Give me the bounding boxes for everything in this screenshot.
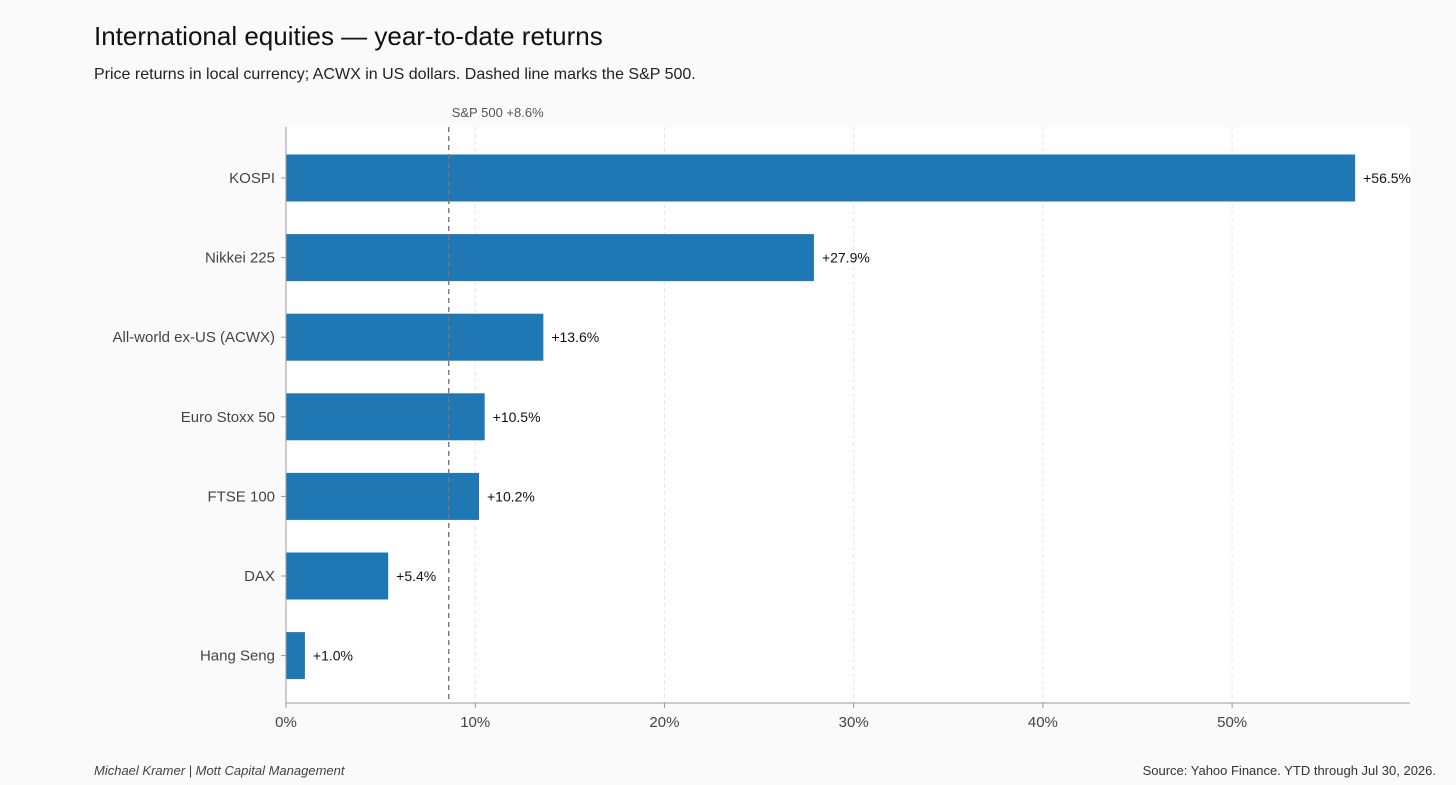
bar-all-world-ex-us-acwx xyxy=(286,313,544,361)
category-label: Euro Stoxx 50 xyxy=(181,409,275,426)
category-label: DAX xyxy=(244,568,275,585)
value-label: +27.9% xyxy=(822,250,870,266)
x-tick-label: 20% xyxy=(649,714,679,731)
x-tick-label: 30% xyxy=(839,714,869,731)
category-labels: KOSPI Nikkei 225 All-world ex-US (ACWX) Eur… xyxy=(112,170,286,665)
chart-subtitle: Price returns in local currency; ACWX in… xyxy=(94,66,696,83)
category-label: FTSE 100 xyxy=(207,488,275,505)
reference-line-group: S&P 500 +8.6% xyxy=(448,105,544,703)
x-tick-label: 40% xyxy=(1028,714,1058,731)
axes xyxy=(285,127,1410,704)
footer-source: Source: Yahoo Finance. YTD through Jul 3… xyxy=(1142,763,1436,778)
x-ticks: 0% 10% 20% 30% 40% 50% xyxy=(275,703,1247,731)
x-tick-label: 10% xyxy=(460,714,490,731)
bars xyxy=(286,154,1356,680)
chart-title: International equities — year-to-date re… xyxy=(94,21,603,51)
bar-ftse-100 xyxy=(286,472,480,520)
category-label: All-world ex-US (ACWX) xyxy=(112,329,275,346)
bar-nikkei-225 xyxy=(286,234,814,282)
reference-line-label: S&P 500 +8.6% xyxy=(452,105,544,120)
value-label: +13.6% xyxy=(551,329,599,345)
footer-author: Michael Kramer | Mott Capital Management xyxy=(94,763,345,778)
value-label: +56.5% xyxy=(1363,170,1411,186)
value-label: +5.4% xyxy=(396,568,436,584)
category-label: Hang Seng xyxy=(200,648,275,665)
bar-dax xyxy=(286,552,389,600)
bar-euro-stoxx-50 xyxy=(286,393,485,441)
category-label: KOSPI xyxy=(229,170,275,187)
value-labels: +56.5% +27.9% +13.6% +10.5% +10.2% +5.4% +1.0% xyxy=(313,170,1411,664)
x-tick-label: 0% xyxy=(275,714,297,731)
value-label: +10.5% xyxy=(493,409,541,425)
bar-kospi xyxy=(286,154,1356,202)
value-label: +1.0% xyxy=(313,648,353,664)
value-label: +10.2% xyxy=(487,488,535,504)
bar-hang-seng xyxy=(286,632,305,680)
category-label: Nikkei 225 xyxy=(205,250,275,267)
x-tick-label: 50% xyxy=(1217,714,1247,731)
